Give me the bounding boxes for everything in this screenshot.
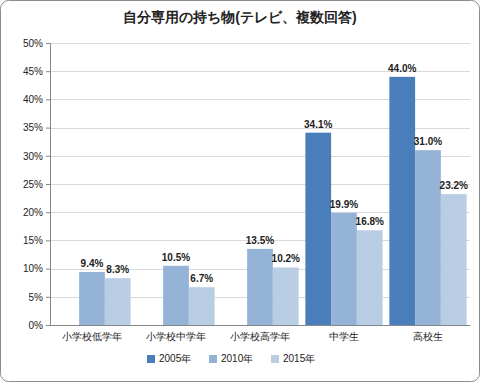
legend: 2005年 2010年 2015年 bbox=[147, 353, 315, 364]
legend-swatch bbox=[271, 355, 279, 363]
y-tick: 45% bbox=[23, 66, 50, 77]
x-axis-line bbox=[51, 325, 471, 326]
y-tick: 15% bbox=[23, 235, 50, 246]
bars bbox=[79, 77, 467, 325]
y-tick-label: 35% bbox=[23, 122, 43, 133]
x-tick: 中学生 bbox=[329, 325, 359, 342]
y-tick-mark bbox=[46, 99, 50, 100]
legend-swatch bbox=[209, 355, 217, 363]
data-label: 9.4% bbox=[81, 258, 104, 269]
data-label: 13.5% bbox=[246, 235, 274, 246]
y-tick-mark bbox=[46, 212, 50, 213]
y-tick-label: 5% bbox=[29, 292, 44, 303]
legend-label: 2005年 bbox=[159, 353, 191, 364]
y-tick-mark bbox=[46, 128, 50, 129]
bar bbox=[305, 133, 331, 325]
y-tick-label: 25% bbox=[23, 179, 43, 190]
data-label: 16.8% bbox=[356, 216, 384, 227]
data-label: 44.0% bbox=[388, 63, 416, 74]
legend-item: 2005年 bbox=[147, 353, 191, 364]
data-label: 10.5% bbox=[162, 252, 190, 263]
legend-label: 2015年 bbox=[283, 353, 315, 364]
y-tick-mark bbox=[46, 297, 50, 298]
y-tick-label: 45% bbox=[23, 66, 43, 77]
title: 自分専用の持ち物(テレビ、複数回答) bbox=[123, 9, 356, 25]
y-tick: 35% bbox=[23, 122, 50, 133]
x-tick: 小学校中学年 bbox=[146, 325, 206, 342]
data-label: 34.1% bbox=[304, 119, 332, 130]
bar bbox=[331, 213, 357, 325]
legend-item: 2015年 bbox=[271, 353, 315, 364]
data-label: 6.7% bbox=[190, 273, 213, 284]
y-tick-label: 30% bbox=[23, 151, 43, 162]
bar bbox=[273, 267, 299, 325]
y-tick: 30% bbox=[23, 151, 50, 162]
y-axis: 0% 5% 10% 15% 20% 25% 30% 35% 40% 45% 50% bbox=[23, 38, 51, 331]
frame bbox=[1, 1, 480, 382]
x-tick: 小学校高学年 bbox=[230, 325, 290, 342]
y-tick: 5% bbox=[29, 292, 50, 303]
x-tick-label: 小学校中学年 bbox=[146, 331, 206, 342]
y-tick-label: 20% bbox=[23, 207, 43, 218]
grid bbox=[50, 44, 470, 326]
bar bbox=[441, 194, 467, 325]
bar bbox=[247, 249, 273, 325]
bar bbox=[79, 272, 105, 325]
y-tick: 0% bbox=[29, 320, 50, 331]
y-axis-line bbox=[46, 44, 51, 326]
y-tick-label: 50% bbox=[23, 38, 43, 49]
data-label: 23.2% bbox=[440, 180, 468, 191]
data-label: 19.9% bbox=[330, 199, 358, 210]
y-tick-mark bbox=[46, 156, 50, 157]
bar bbox=[105, 278, 131, 325]
y-tick-label: 0% bbox=[29, 320, 44, 331]
data-label: 10.2% bbox=[272, 253, 300, 264]
y-tick: 50% bbox=[23, 38, 50, 49]
data-label: 31.0% bbox=[414, 136, 442, 147]
x-tick: 高校生 bbox=[413, 325, 443, 342]
bar bbox=[189, 287, 215, 325]
y-tick-label: 15% bbox=[23, 235, 43, 246]
y-tick: 25% bbox=[23, 179, 50, 190]
grid-line bbox=[50, 43, 470, 44]
x-tick-label: 小学校高学年 bbox=[230, 331, 290, 342]
y-tick-mark bbox=[46, 325, 50, 326]
data-label: 8.3% bbox=[106, 264, 129, 275]
x-tick-label: 中学生 bbox=[329, 331, 359, 342]
y-tick-label: 40% bbox=[23, 94, 43, 105]
x-tick: 小学校低学年 bbox=[62, 325, 122, 342]
bar bbox=[389, 77, 415, 325]
chart: 自分専用の持ち物(テレビ、複数回答) 34.1% 44.0% 9.4% 10.5% 13.… bbox=[0, 0, 480, 382]
y-tick-mark bbox=[46, 184, 50, 185]
data-labels: 34.1% 44.0% 9.4% 10.5% 13.5% 19.9% 31.0% 8.3% 6.… bbox=[81, 63, 468, 284]
x-tick-label: 小学校低学年 bbox=[62, 331, 122, 342]
y-tick: 20% bbox=[23, 207, 50, 218]
y-tick-label: 10% bbox=[23, 263, 43, 274]
x-axis: 小学校低学年 小学校中学年 小学校高学年 中学生 高校生 bbox=[51, 325, 471, 342]
grid-line bbox=[50, 325, 470, 326]
legend-swatch bbox=[147, 355, 155, 363]
bar bbox=[357, 230, 383, 325]
y-tick-mark bbox=[46, 269, 50, 270]
y-tick-mark bbox=[46, 240, 50, 241]
bar bbox=[415, 150, 441, 325]
x-tick-label: 高校生 bbox=[413, 331, 443, 342]
legend-label: 2010年 bbox=[221, 353, 253, 364]
bar bbox=[163, 266, 189, 325]
y-tick: 10% bbox=[23, 263, 50, 274]
y-tick-mark bbox=[46, 43, 50, 44]
y-tick-mark bbox=[46, 71, 50, 72]
y-tick: 40% bbox=[23, 94, 50, 105]
legend-item: 2010年 bbox=[209, 353, 253, 364]
